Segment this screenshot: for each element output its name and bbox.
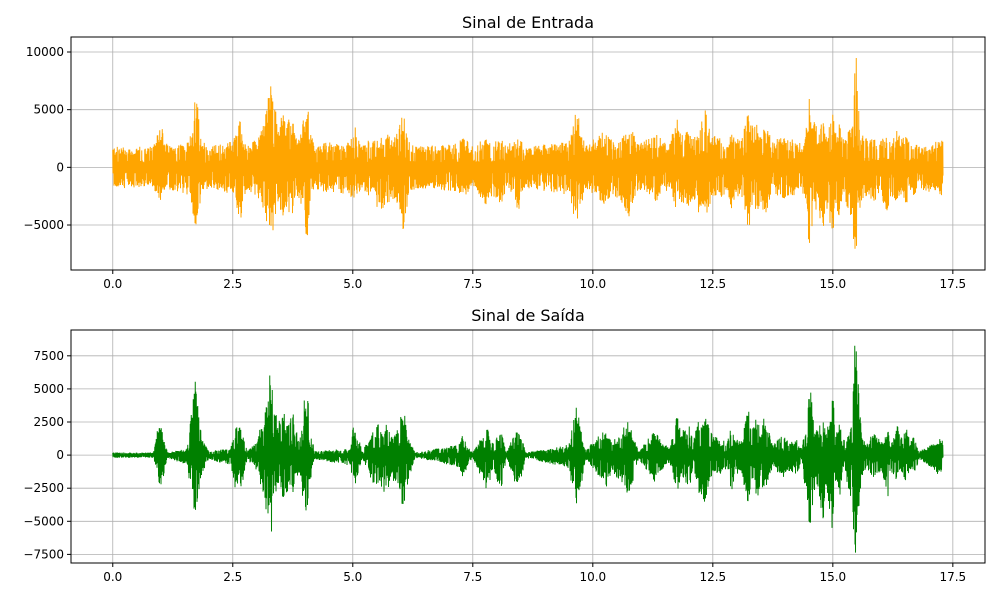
x-tick-label: 0.0 (103, 570, 122, 584)
y-tick-label: −5000 (23, 218, 64, 232)
x-tick-label: 5.0 (343, 277, 362, 291)
x-tick-label: 15.0 (819, 570, 846, 584)
subplot-1: 0.0 2.5 5.0 7.5 10.0 12.5 15.0 17.5 −5000 0 5000 10… (23, 13, 986, 291)
x-tick-label: 10.0 (579, 570, 606, 584)
y-tick-label: 5000 (33, 382, 64, 396)
y-tick-label: −2500 (23, 481, 64, 495)
x-tick-label: 0.0 (103, 277, 122, 291)
y-tick-label: 0 (56, 160, 64, 174)
x-tick-label: 10.0 (579, 277, 606, 291)
y-tick-label: −5000 (23, 514, 64, 528)
y-tick-label: 10000 (26, 45, 64, 59)
x-tick-label: 7.5 (463, 570, 482, 584)
y-tick-label: 2500 (33, 415, 64, 429)
signal-line (112, 57, 944, 249)
axes-frame (70, 329, 986, 564)
x-tick-label: 2.5 (223, 570, 242, 584)
x-tick-label: 17.5 (939, 277, 966, 291)
y-tick-label: −7500 (23, 547, 64, 561)
y-tick-label: 7500 (33, 349, 64, 363)
y-tick-label: 0 (56, 448, 64, 462)
x-tick-label: 7.5 (463, 277, 482, 291)
subplot-2: 0.0 2.5 5.0 7.5 10.0 12.5 15.0 17.5 −7500 −5000 −2… (23, 306, 986, 584)
x-tick-label: 12.5 (699, 277, 726, 291)
chart-title: Sinal de Entrada (462, 13, 594, 32)
axes-frame (70, 36, 986, 271)
chart-title: Sinal de Saída (471, 306, 585, 325)
signal-line (112, 345, 944, 553)
x-tick-label: 17.5 (939, 570, 966, 584)
x-tick-label: 15.0 (819, 277, 846, 291)
x-tick-label: 2.5 (223, 277, 242, 291)
y-tick-label: 5000 (33, 103, 64, 117)
x-tick-label: 5.0 (343, 570, 362, 584)
x-tick-label: 12.5 (699, 570, 726, 584)
